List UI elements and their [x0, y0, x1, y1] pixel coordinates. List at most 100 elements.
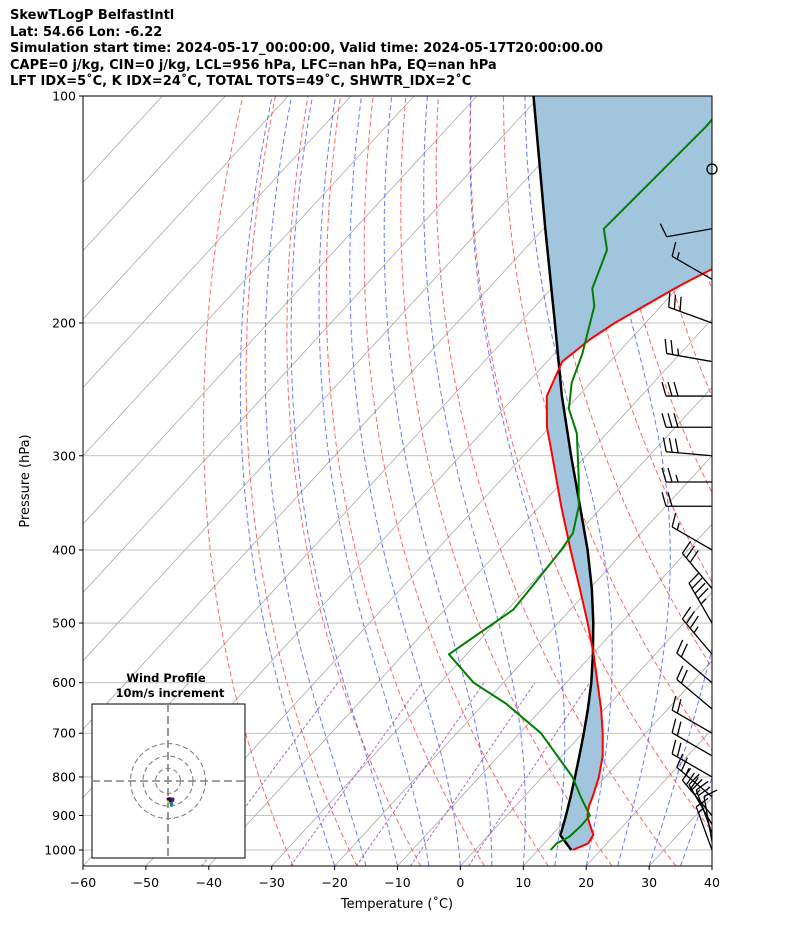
barb-flag	[676, 753, 684, 768]
barb-flag	[661, 413, 667, 428]
barb-flag	[671, 512, 677, 528]
barb-flag	[676, 721, 682, 736]
barb-staff	[668, 306, 713, 324]
barb-flag	[703, 789, 718, 798]
barb-staff	[703, 796, 713, 842]
dry-adiabat-line	[503, 96, 712, 752]
barb-staff	[666, 352, 713, 363]
y-tick-label: 200	[52, 315, 76, 330]
wind-barb	[681, 540, 713, 589]
barb-staff	[681, 618, 713, 655]
barb-flag	[694, 582, 706, 595]
y-tick-label: 900	[52, 808, 76, 823]
barb-flag	[673, 413, 679, 428]
y-axis-label: Pressure (hPa)	[18, 434, 33, 527]
barb-flag	[685, 611, 695, 624]
x-tick-label: −20	[321, 875, 347, 890]
dry-adiabat-line	[245, 96, 358, 866]
barb-flag	[695, 797, 709, 808]
barb-flag	[680, 669, 688, 684]
barb-flag	[659, 223, 668, 238]
barb-staff	[671, 526, 713, 551]
barb-half-flag	[676, 252, 680, 260]
dewpoint-line	[447, 118, 712, 851]
dry-adiabat-line	[698, 96, 712, 164]
barb-flag	[668, 437, 673, 453]
barb-flag	[691, 778, 703, 791]
hodograph-rings	[92, 704, 245, 858]
barb-staff	[676, 766, 713, 798]
wind-barb	[681, 606, 713, 655]
y-tick-label: 400	[52, 542, 76, 557]
wind-barb	[676, 665, 713, 710]
barb-flag	[688, 773, 700, 786]
barb-flag	[676, 639, 684, 654]
wind-barb	[671, 695, 713, 734]
barb-flag	[689, 615, 699, 629]
barb-staff	[681, 552, 713, 589]
barb-flag	[681, 606, 692, 620]
barb-flag	[664, 339, 668, 354]
barb-flag	[667, 467, 673, 483]
barb-flag	[661, 467, 667, 483]
profile-lines	[447, 96, 712, 851]
dry-adiabat-line	[600, 96, 712, 494]
barb-half-flag	[700, 598, 707, 605]
title-location: Lat: 54.66 Lon: -6.22	[10, 24, 163, 40]
barb-staff	[688, 582, 713, 624]
wind-barb	[688, 572, 713, 624]
barb-staff	[671, 732, 713, 757]
barb-half-flag	[693, 626, 699, 634]
mixing-ratio-line	[290, 682, 423, 866]
y-tick-label: 100	[52, 89, 76, 104]
dry-adiabat-line	[325, 96, 485, 866]
calm-circle	[706, 163, 718, 175]
cape-fill-area	[533, 96, 712, 850]
x-axis-label: Temperature (˚C)	[340, 896, 453, 912]
moist-adiabat-line	[711, 864, 712, 866]
y-tick-label: 700	[52, 726, 76, 741]
barb-half-flag	[697, 807, 705, 813]
barb-staff	[666, 228, 713, 238]
x-tick-label: −50	[133, 875, 159, 890]
barb-half-flag	[676, 522, 680, 531]
hodograph-title: Wind Profile	[126, 671, 206, 685]
barb-flag	[680, 757, 688, 772]
title-indices: LFT IDX=5˚C, K IDX=24˚C, TOTAL TOTS=49˚C…	[10, 74, 472, 89]
isotherm-line	[83, 96, 478, 525]
barb-flag	[680, 643, 688, 658]
dry-adiabat-line	[363, 96, 549, 866]
hodograph-trace	[166, 797, 175, 807]
wind-barb	[676, 753, 713, 798]
barb-staff	[695, 806, 713, 851]
moist-adiabat-line	[290, 96, 398, 866]
barb-flag	[689, 777, 699, 790]
barb-staff	[676, 678, 713, 710]
wind-barb	[671, 512, 713, 551]
x-tick-label: 0	[456, 875, 464, 890]
x-tick-label: −40	[196, 875, 222, 890]
wind-barb	[661, 413, 712, 428]
title-times: Simulation start time: 2024-05-17_00:00:…	[10, 41, 603, 56]
wind-barb	[671, 739, 713, 778]
wind-barb	[661, 492, 712, 507]
barb-flag	[674, 438, 679, 453]
hodograph-subtitle: 10m/s increment	[116, 686, 225, 700]
barb-staff	[671, 709, 713, 734]
x-axis: −60 −50 −40 −30 −20 −10 0 10 20 30 40	[70, 866, 720, 890]
wind-barb	[662, 437, 713, 457]
barb-flag	[661, 381, 667, 397]
moist-adiabat-line	[318, 96, 430, 866]
hodograph-inset: Wind Profile 10m/s increment	[91, 671, 246, 859]
wind-barb	[671, 241, 713, 280]
barb-staff	[676, 652, 713, 684]
wind-barb	[664, 339, 713, 363]
barb-staff	[671, 753, 713, 778]
barb-staff	[671, 255, 713, 280]
y-tick-label: 500	[52, 616, 76, 631]
wind-barb	[676, 639, 713, 684]
x-tick-label: 40	[704, 875, 720, 890]
barb-flag	[671, 718, 677, 733]
dry-adiabat-line	[732, 96, 794, 866]
moist-adiabat-line	[469, 96, 566, 866]
